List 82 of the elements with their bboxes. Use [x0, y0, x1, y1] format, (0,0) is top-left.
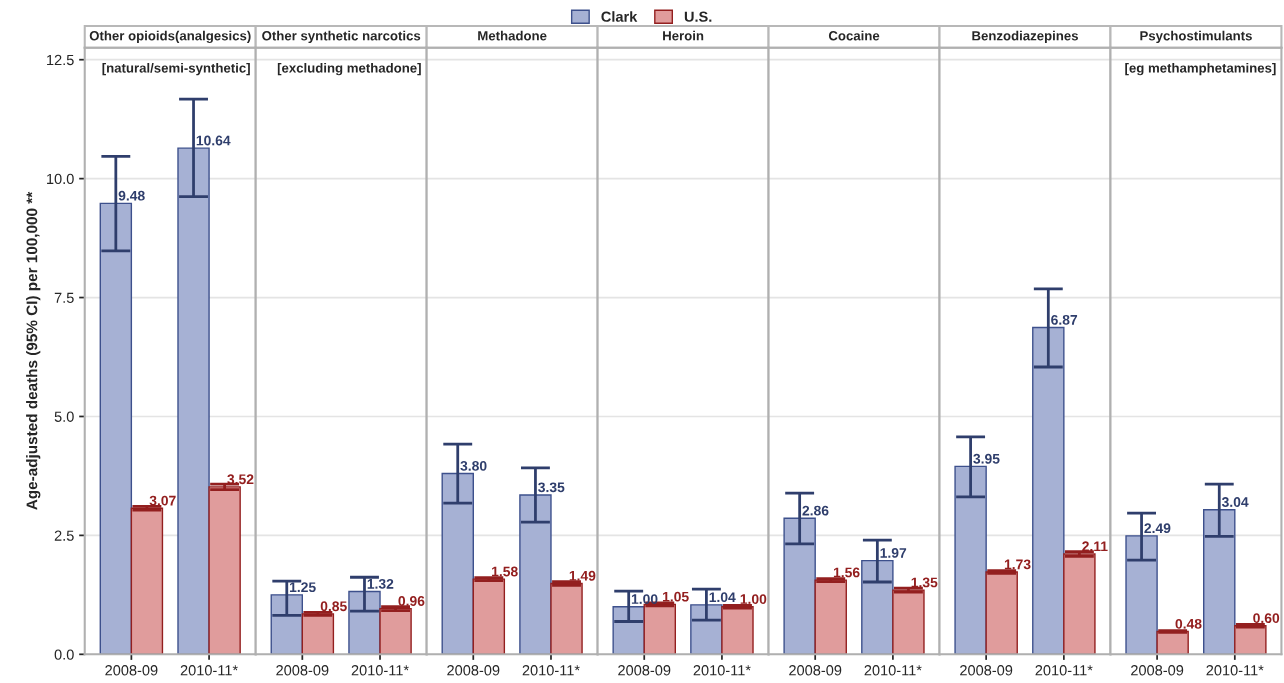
- chart-title: Other opioids(analgesics): [89, 30, 251, 44]
- data-label: 1.49: [569, 570, 596, 581]
- data-label: 1.97: [880, 548, 907, 558]
- x-tick-label: 2010-11*: [522, 665, 580, 676]
- x-tick-label: 2010-11*: [351, 665, 409, 676]
- data-label: 3.35: [538, 482, 565, 493]
- bar: [892, 589, 925, 655]
- bar: [954, 465, 987, 655]
- chart-title: Cocaine: [828, 30, 880, 41]
- annotation: [excluding methadone]: [277, 62, 421, 76]
- legend-label: Clark: [601, 11, 638, 22]
- chart-title: Benzodiazepines: [972, 30, 1078, 44]
- chart-title: Heroin: [663, 30, 704, 41]
- data-label: 1.32: [367, 578, 394, 589]
- bar: [348, 590, 381, 655]
- y-tick-label: 0.0: [54, 649, 74, 660]
- bar: [783, 517, 816, 655]
- data-label: 1.35: [911, 577, 938, 588]
- bar: [985, 571, 1018, 655]
- legend-label: U.S.: [684, 11, 712, 22]
- annotation: [eg methamphetamines]: [1125, 62, 1276, 76]
- data-label: 6.87: [1051, 314, 1078, 325]
- data-label: 9.48: [118, 190, 145, 201]
- x-tick-label: 2008-09: [789, 665, 842, 676]
- bar: [1063, 553, 1096, 655]
- y-tick-label: 5.0: [54, 411, 74, 422]
- bar: [1032, 326, 1065, 655]
- data-label: 1.25: [289, 582, 316, 593]
- bar: [814, 579, 847, 655]
- data-label: 1.04: [709, 592, 736, 603]
- bar: [208, 486, 241, 655]
- x-tick-label: 2008-09: [618, 665, 671, 676]
- bar: [441, 472, 474, 655]
- data-label: 1.00: [631, 594, 658, 604]
- y-tick-label: 10.0: [47, 173, 74, 185]
- data-label: 2.49: [1144, 523, 1171, 534]
- annotation: [natural/semi-synthetic]: [102, 62, 250, 76]
- y-tick-label: 12.5: [47, 54, 74, 66]
- bar: [1125, 535, 1158, 655]
- data-label: 1.56: [833, 567, 860, 578]
- data-label: 0.96: [398, 596, 425, 606]
- bar: [472, 578, 506, 655]
- bar: [519, 494, 552, 655]
- x-tick-label: 2008-09: [447, 665, 500, 676]
- x-tick-label: 2008-09: [1131, 665, 1184, 676]
- data-label: 3.95: [973, 453, 1000, 464]
- data-label: 1.00: [740, 594, 767, 604]
- data-label: 0.60: [1253, 613, 1280, 624]
- data-label: 3.04: [1221, 497, 1249, 507]
- bar: [550, 582, 583, 655]
- bar: [270, 594, 304, 655]
- data-label: 2.86: [802, 505, 829, 516]
- data-label: 1.58: [492, 566, 518, 577]
- data-label: 3.07: [149, 495, 176, 506]
- x-tick-label: 2010-11*: [1206, 665, 1264, 676]
- x-tick-label: 2010-11*: [864, 665, 922, 676]
- data-label: 0.85: [320, 601, 347, 612]
- chart-title: Methadone: [478, 30, 547, 41]
- data-label: 0.48: [1175, 618, 1202, 629]
- bar: [379, 607, 412, 655]
- y-tick-label: 2.5: [54, 530, 74, 541]
- bar: [301, 613, 335, 655]
- bar: [1203, 509, 1236, 655]
- y-axis-title: Age-adjusted deaths (95% CI) per 100,000 **: [26, 191, 41, 510]
- bar: [130, 507, 164, 655]
- x-tick-label: 2008-09: [960, 665, 1013, 676]
- x-tick-label: 2008-09: [105, 665, 158, 676]
- data-label: 1.05: [662, 591, 689, 602]
- data-label: 1.73: [1004, 559, 1031, 570]
- data-label: 2.11: [1082, 541, 1108, 552]
- bar: [99, 202, 133, 655]
- bar: [861, 559, 894, 655]
- x-tick-label: 2010-11*: [1035, 665, 1093, 676]
- bar: [177, 147, 210, 655]
- chart-title: Psychostimulants: [1140, 30, 1252, 44]
- chart-title: Other synthetic narcotics: [262, 30, 421, 44]
- x-tick-label: 2008-09: [276, 665, 329, 676]
- data-label: 3.80: [460, 460, 487, 471]
- x-tick-label: 2010-11*: [693, 665, 751, 676]
- x-tick-label: 2010-11*: [180, 665, 238, 676]
- data-label: 10.64: [196, 135, 231, 146]
- y-tick-label: 7.5: [54, 292, 74, 303]
